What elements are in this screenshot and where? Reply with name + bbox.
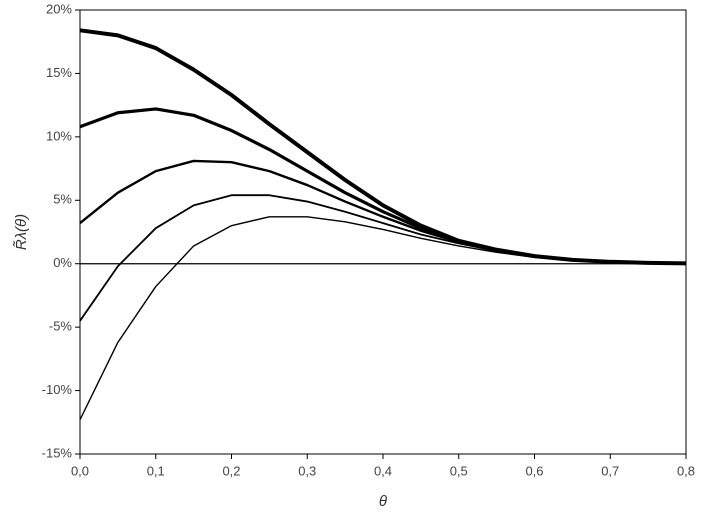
x-tick-label: 0,6 [525, 463, 543, 478]
x-tick-label: 0,1 [147, 463, 165, 478]
y-axis-title: R̃λ(θ) [13, 214, 30, 250]
x-tick-label: 0,8 [677, 463, 695, 478]
x-tick-label: 0,7 [601, 463, 619, 478]
y-tick-label: 5% [53, 192, 72, 207]
y-tick-label: 10% [46, 128, 72, 143]
series-line [79, 107, 687, 265]
x-tick-label: 0,3 [298, 463, 316, 478]
plot-frame [79, 9, 687, 455]
y-tick-label: -15% [42, 445, 73, 460]
x-tick-label: 0,4 [374, 463, 392, 478]
y-tick-label: 15% [46, 65, 72, 80]
y-tick-label: 20% [46, 1, 72, 16]
series-line [79, 216, 687, 421]
y-tick-label: -10% [42, 382, 73, 397]
x-tick-label: 0,5 [450, 463, 468, 478]
series-line [79, 194, 687, 322]
series-line [79, 28, 687, 266]
y-tick-label: 0% [53, 255, 72, 270]
x-tick-label: 0,2 [222, 463, 240, 478]
x-axis-title: θ [379, 493, 387, 510]
y-tick-label: -5% [49, 319, 73, 334]
x-tick-label: 0,0 [71, 463, 89, 478]
